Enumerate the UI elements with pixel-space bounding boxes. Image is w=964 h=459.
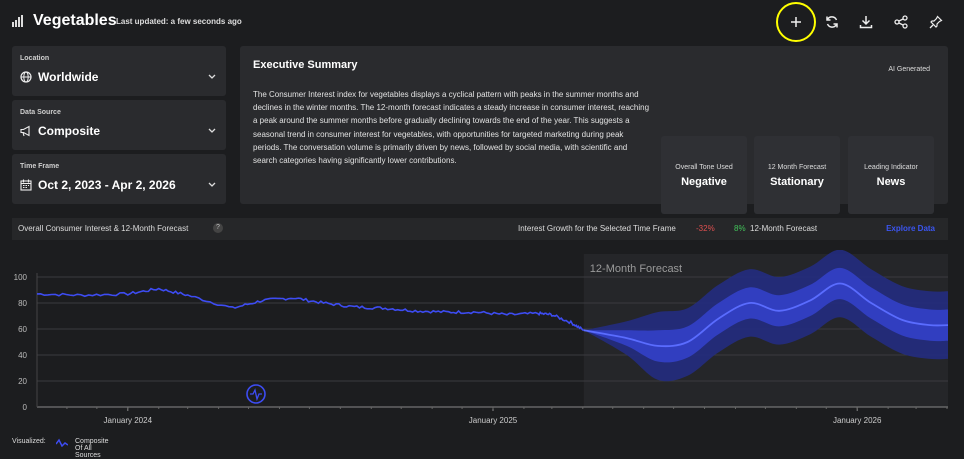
data-source-label: Data Source: [20, 109, 61, 116]
explore-data-link[interactable]: Explore Data: [886, 224, 935, 233]
share-icon: [894, 15, 908, 29]
line-series-icon: [56, 438, 68, 447]
time-frame-label: Time Frame: [20, 163, 60, 170]
share-button[interactable]: [889, 10, 913, 34]
x-tick-label: January 2024: [104, 416, 153, 425]
data-source-value: Composite: [38, 124, 101, 138]
time-frame-selector[interactable]: Time Frame Oct 2, 2023 - Apr 2, 2026: [12, 154, 226, 204]
megaphone-icon: [20, 125, 30, 137]
data-source-selector[interactable]: Data Source Composite: [12, 100, 226, 150]
kpi-label: Overall Tone Used: [675, 164, 733, 171]
chart-title: Overall Consumer Interest & 12-Month For…: [18, 224, 189, 233]
plus-icon: [791, 17, 801, 27]
pulse-icon-glyph: [250, 388, 262, 402]
forecast-line: [583, 282, 949, 348]
y-tick-label: 100: [14, 273, 28, 282]
kpi-card-tone: Overall Tone Used Negative: [661, 136, 747, 214]
y-tick-label: 60: [18, 325, 27, 334]
help-icon[interactable]: ?: [213, 223, 223, 233]
ai-generated-badge: AI Generated: [888, 66, 930, 73]
refresh-icon: [826, 16, 838, 28]
download-button[interactable]: [854, 10, 878, 34]
growth-label: Interest Growth for the Selected Time Fr…: [518, 224, 676, 233]
x-tick-label: January 2025: [469, 416, 518, 425]
x-tick-label: January 2026: [833, 416, 882, 425]
y-tick-label: 20: [18, 377, 27, 386]
legend-label: Visualized:: [12, 438, 46, 445]
kpi-label: 12 Month Forecast: [767, 164, 827, 171]
forecast-label: 12-Month Forecast: [750, 224, 818, 233]
refresh-button[interactable]: [820, 10, 844, 34]
executive-summary-panel: Executive Summary AI Generated The Consu…: [240, 46, 948, 214]
last-updated-text: Last updated: a few seconds ago: [116, 17, 242, 26]
forecast-region-label: 12-Month Forecast: [590, 263, 682, 275]
location-label: Location: [20, 55, 50, 62]
kpi-label: Leading Indicator: [864, 164, 918, 171]
y-tick-label: 0: [23, 403, 28, 412]
highlight-ring: [776, 2, 816, 42]
bar-chart-icon: [12, 15, 23, 27]
top-bar: Vegetables Last updated: a few seconds a…: [0, 0, 964, 44]
location-value: Worldwide: [38, 70, 99, 84]
summary-text: The Consumer Interest index for vegetabl…: [253, 90, 650, 166]
chevron-down-icon: [208, 128, 216, 133]
kpi-value: Stationary: [770, 176, 824, 188]
chart-header: Overall Consumer Interest & 12-Month For…: [12, 218, 948, 240]
kpi-card-forecast: 12 Month Forecast Stationary: [754, 136, 840, 214]
pin-icon: [929, 15, 943, 29]
y-tick-label: 40: [18, 351, 27, 360]
chevron-down-icon: [208, 74, 216, 79]
kpi-card-indicator: Leading Indicator News: [848, 136, 934, 214]
kpi-value: Negative: [681, 176, 727, 188]
chevron-down-icon: [208, 182, 216, 187]
time-frame-value: Oct 2, 2023 - Apr 2, 2026: [38, 178, 176, 192]
interest-chart: 12-Month Forecast 0 20 40 60 80 100 January 202…: [14, 250, 949, 425]
summary-title: Executive Summary: [253, 59, 358, 71]
globe-icon: [20, 71, 32, 83]
history-line: [36, 287, 585, 332]
location-selector[interactable]: Location Worldwide: [12, 46, 226, 96]
kpi-value: News: [876, 176, 906, 188]
calendar-icon: [20, 179, 32, 191]
y-tick-label: 80: [18, 299, 27, 308]
download-icon: [859, 16, 873, 29]
forecast-percent: 8%: [734, 224, 746, 233]
pin-button[interactable]: [924, 10, 948, 34]
growth-value: -32%: [696, 224, 715, 233]
page-title: Vegetables: [33, 12, 117, 29]
add-button[interactable]: [784, 10, 808, 34]
